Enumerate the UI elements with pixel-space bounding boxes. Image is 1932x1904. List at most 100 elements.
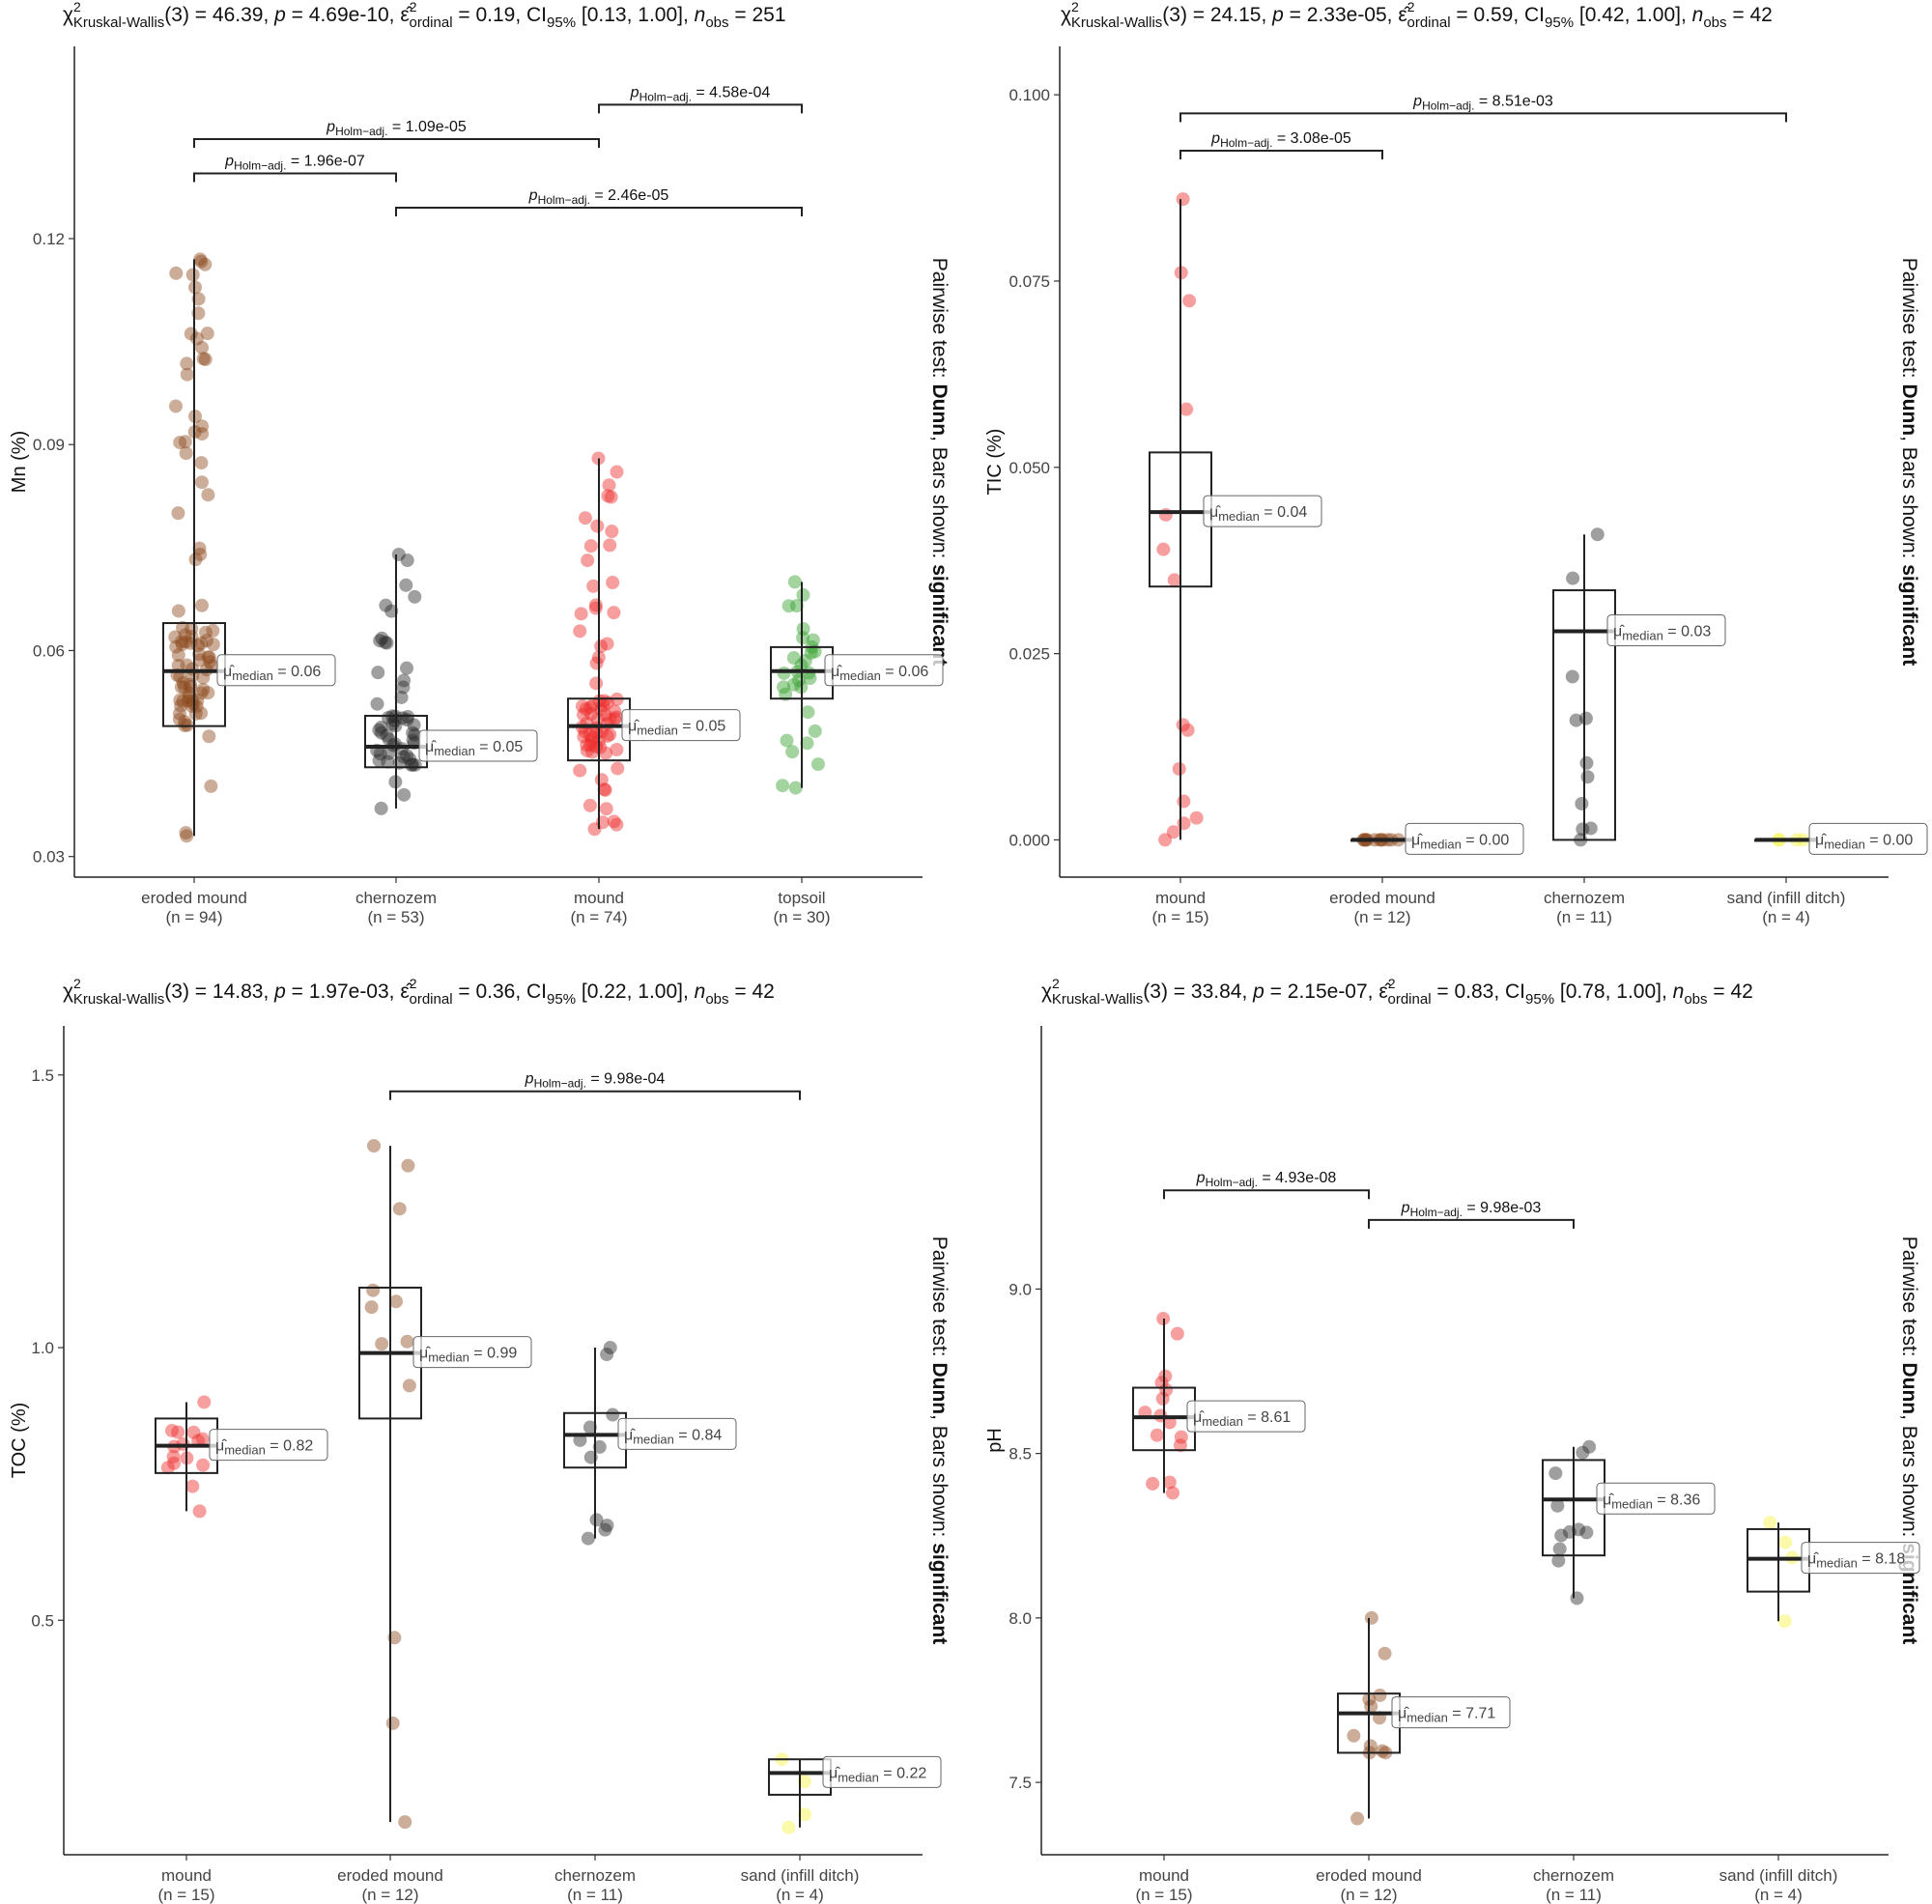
data-point: [592, 1439, 607, 1454]
data-point: [374, 725, 388, 740]
significance-bracket: pHolm−adj. = 2.46e-05: [395, 187, 803, 217]
data-point: [202, 650, 216, 665]
significance-bracket: pHolm−adj. = 4.58e-04: [598, 84, 803, 114]
data-point: [781, 1820, 796, 1834]
data-point: [600, 728, 614, 743]
y-axis-label: pH: [984, 1428, 1006, 1453]
bracket-line: [1163, 1189, 1370, 1200]
data-point: [603, 538, 617, 553]
data-point: [396, 750, 411, 764]
data-point: [373, 634, 387, 648]
data-point: [599, 802, 613, 816]
median-label-box: [418, 729, 538, 762]
y-tick-label: 0.100: [1009, 86, 1050, 104]
y-tick-label: 0.03: [33, 848, 65, 867]
stats-title: χ2 Kruskal-Wallis(3) = 33.84, p = 2.15e-0…: [1041, 976, 1753, 1008]
data-point: [1576, 1445, 1590, 1460]
data-point: [797, 1775, 811, 1789]
data-point: [1572, 1522, 1586, 1537]
bracket-p-label: pHolm−adj. = 2.46e-05: [528, 187, 669, 207]
x-category-count: (n = 15): [157, 1886, 214, 1904]
data-point: [180, 829, 194, 843]
x-category-label: eroded mound: [337, 1866, 443, 1885]
data-point: [188, 706, 203, 721]
data-point: [585, 731, 600, 746]
data-point: [204, 779, 218, 793]
data-point: [174, 680, 188, 695]
data-point: [1565, 669, 1579, 684]
data-point: [406, 725, 420, 740]
data-point: [373, 747, 387, 761]
data-point: [582, 1420, 597, 1435]
data-point: [788, 781, 803, 795]
data-point: [192, 653, 207, 668]
data-point: [574, 607, 588, 621]
data-point: [182, 690, 196, 704]
data-point: [399, 578, 413, 592]
data-point: [1180, 723, 1195, 737]
group-eroded-mound: eroded mound(n = 12) μ̂median = 0.99: [337, 1139, 532, 1904]
median-label: μ̂median = 0.99: [419, 1346, 517, 1365]
data-point: [196, 682, 211, 696]
box: [1552, 589, 1616, 841]
data-point: [194, 456, 209, 470]
data-point: [367, 1139, 382, 1153]
data-point: [171, 604, 185, 618]
data-point: [578, 511, 592, 526]
data-point: [171, 658, 185, 672]
data-point: [192, 647, 207, 662]
data-point: [192, 1504, 207, 1519]
y-tick-label: 0.050: [1009, 459, 1050, 477]
data-point: [601, 489, 615, 503]
data-point: [173, 669, 187, 684]
data-point: [188, 410, 203, 424]
data-point: [1566, 571, 1580, 585]
data-point: [610, 817, 624, 832]
data-point: [389, 1294, 404, 1309]
data-point: [193, 547, 208, 561]
data-point: [380, 636, 394, 650]
data-point: [599, 746, 613, 760]
data-point: [406, 733, 420, 748]
data-point: [160, 1461, 175, 1475]
data-point: [379, 598, 393, 612]
bracket-p-label: pHolm−adj. = 9.98e-04: [525, 1071, 666, 1091]
median-label: μ̂median = 0.05: [425, 739, 523, 758]
data-point: [598, 1522, 612, 1537]
significance-bracket: pHolm−adj. = 9.98e-04: [389, 1071, 801, 1100]
data-point: [605, 525, 619, 539]
data-point: [179, 826, 193, 840]
y-axis-label: TIC (%): [984, 429, 1006, 496]
data-point: [573, 624, 587, 639]
group-sand-infill-ditch-: sand (infill ditch)(n = 4) μ̂median = 0.2…: [741, 1752, 942, 1904]
data-point: [1176, 718, 1190, 732]
data-point: [796, 587, 810, 602]
data-point: [573, 763, 587, 778]
data-point: [588, 598, 603, 612]
data-point: [1158, 833, 1173, 847]
data-point: [603, 727, 617, 742]
median-label: μ̂median = 8.18: [1807, 1551, 1905, 1571]
data-point: [192, 541, 207, 555]
y-tick-label: 9.0: [1009, 1280, 1032, 1298]
data-point: [378, 635, 392, 649]
data-point: [399, 748, 413, 762]
data-point: [583, 738, 598, 753]
x-category-label: mound: [161, 1866, 212, 1885]
data-point: [364, 1300, 379, 1315]
data-point: [801, 705, 815, 720]
data-point: [1583, 821, 1598, 836]
data-point: [206, 623, 220, 638]
median-label-box: [1801, 1542, 1920, 1575]
data-point: [374, 720, 388, 734]
data-point: [781, 599, 796, 613]
x-category-count: (n = 4): [1754, 1886, 1803, 1904]
data-point: [582, 798, 597, 812]
data-point: [198, 353, 213, 367]
data-point: [786, 651, 801, 666]
data-point: [1159, 1382, 1174, 1397]
data-point: [194, 475, 209, 490]
data-point: [194, 686, 209, 700]
pairwise-test-label: Pairwise test: Dunn, Bars shown: signifi…: [928, 1236, 951, 1644]
data-point: [583, 707, 598, 722]
